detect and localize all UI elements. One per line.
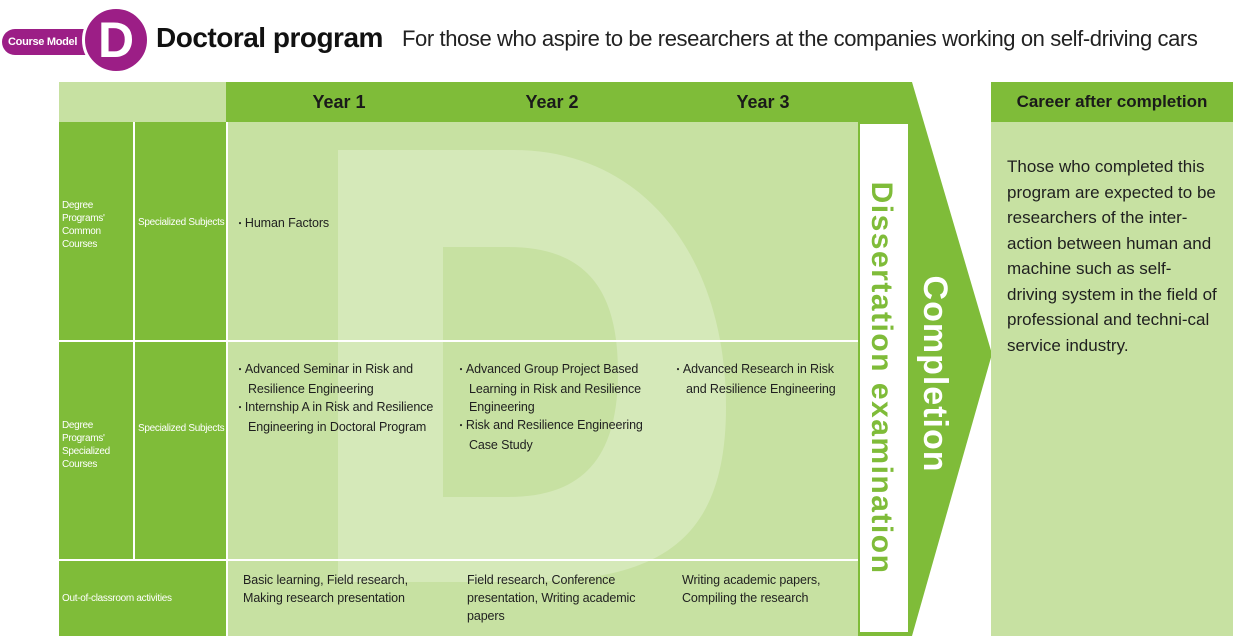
list-item: Human Factors <box>239 214 439 234</box>
year-header-band <box>226 82 912 122</box>
career-header: Career after completion <box>991 82 1233 122</box>
dissertation-label-text: Dissertation examination <box>865 182 898 575</box>
career-panel <box>991 122 1233 636</box>
year-1-header: Year 1 <box>312 92 366 112</box>
list-item: Advanced Research in Risk and Resilience… <box>677 360 855 398</box>
page-title: Doctoral program <box>156 22 383 53</box>
completion-label-text: Completion <box>916 276 954 473</box>
year-2-header: Year 2 <box>525 92 579 112</box>
watermark-letter-d <box>338 150 726 582</box>
course-letter-badge: D <box>82 6 150 74</box>
row-group-label-activities: Out-of-classroom activities <box>62 592 172 604</box>
page-subtitle: For those who aspire to be researchers a… <box>402 26 1198 51</box>
cell-common-year1: Human Factors <box>239 214 439 234</box>
cell-activities-year1: Basic learning, Field research, Making r… <box>243 573 409 605</box>
career-description: Those who completed this program are exp… <box>1007 157 1217 355</box>
year-3-header: Year 3 <box>736 92 790 112</box>
dissertation-box <box>860 124 908 632</box>
row-group-label-specialized: Degree Programs' Specialized Courses <box>62 420 110 470</box>
row-label-column <box>59 122 226 636</box>
cell-specialized-year3: Advanced Research in Risk and Resilience… <box>677 360 855 398</box>
completion-label: Completion <box>916 276 954 473</box>
row-subject-label-specialized: Specialized Subjects <box>138 422 225 434</box>
list-item: Advanced Group Project Based Learning in… <box>460 360 660 416</box>
list-item: Advanced Seminar in Risk and Resilience … <box>239 360 454 398</box>
row-group-label-common: Degree Programs' Common Courses <box>62 200 105 250</box>
cell-activities-year3: Writing academic papers, Compiling the r… <box>682 573 821 605</box>
row-subject-label-common: Specialized Subjects <box>138 216 225 228</box>
cell-activities-year2: Field research, Conference presentation,… <box>467 573 636 623</box>
list-item: Internship A in Risk and Resilience Engi… <box>239 398 454 436</box>
cell-specialized-year1: Advanced Seminar in Risk and Resilience … <box>239 360 454 436</box>
list-item: Risk and Resilience Engineering Case Stu… <box>460 416 660 454</box>
course-model-badge: Course Model <box>2 29 94 55</box>
cell-specialized-year2: Advanced Group Project Based Learning in… <box>460 360 660 454</box>
dissertation-examination-label: Dissertation examination <box>865 182 898 575</box>
table-corner-cell <box>59 82 226 122</box>
